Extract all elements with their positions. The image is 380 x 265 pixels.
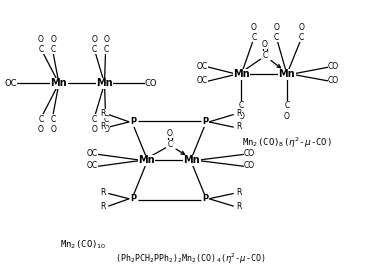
Text: CO: CO — [244, 149, 255, 158]
Text: O: O — [238, 112, 244, 121]
Text: C: C — [51, 45, 56, 54]
Text: CO: CO — [244, 161, 255, 170]
Text: O: O — [38, 125, 44, 134]
Text: OC: OC — [196, 76, 208, 85]
Text: C: C — [38, 45, 44, 54]
Text: R: R — [236, 202, 241, 211]
Text: C: C — [92, 45, 97, 54]
Text: P: P — [130, 117, 136, 126]
Text: C: C — [51, 115, 56, 124]
Text: CO: CO — [145, 79, 157, 88]
Text: CO: CO — [328, 62, 339, 71]
Text: R: R — [101, 122, 106, 131]
Text: OC: OC — [87, 161, 98, 170]
Text: C: C — [167, 140, 173, 149]
Text: P: P — [202, 117, 208, 126]
Text: C: C — [251, 33, 256, 42]
Text: OC: OC — [196, 62, 208, 71]
Text: C: C — [38, 115, 44, 124]
Text: P: P — [202, 194, 208, 203]
Text: Mn: Mn — [279, 69, 295, 79]
Text: Mn: Mn — [138, 155, 155, 165]
Text: Mn: Mn — [51, 78, 67, 89]
Text: O: O — [103, 35, 109, 44]
Text: O: O — [50, 35, 56, 44]
Text: R: R — [101, 202, 106, 211]
Text: (Ph$_2$PCH$_2$PPh$_2$)$_2$Mn$_2$(CO)$_4$($\eta^2$-$\mu$-CO): (Ph$_2$PCH$_2$PPh$_2$)$_2$Mn$_2$(CO)$_4$… — [115, 251, 265, 265]
Text: C: C — [239, 101, 244, 111]
Text: R: R — [236, 109, 241, 118]
Text: O: O — [274, 23, 280, 32]
Text: O: O — [262, 40, 268, 49]
Text: C: C — [92, 115, 97, 124]
Text: O: O — [50, 125, 56, 134]
Text: O: O — [298, 23, 304, 32]
Text: Mn$_2$(CO)$_{10}$: Mn$_2$(CO)$_{10}$ — [60, 239, 107, 251]
Text: C: C — [104, 115, 109, 124]
Text: O: O — [103, 125, 109, 134]
Text: R: R — [101, 109, 106, 118]
Text: O: O — [91, 125, 97, 134]
Text: O: O — [284, 112, 290, 121]
Text: Mn: Mn — [96, 78, 113, 89]
Text: Mn$_2$(CO)$_8$($\eta^2$-$\mu$-CO): Mn$_2$(CO)$_8$($\eta^2$-$\mu$-CO) — [242, 136, 332, 150]
Text: OC: OC — [87, 149, 98, 158]
Text: C: C — [299, 33, 304, 42]
Text: O: O — [38, 35, 44, 44]
Text: C: C — [274, 33, 279, 42]
Text: Mn: Mn — [184, 155, 200, 165]
Text: R: R — [236, 188, 241, 197]
Text: R: R — [236, 122, 241, 131]
Text: C: C — [104, 45, 109, 54]
Text: CO: CO — [328, 76, 339, 85]
Text: O: O — [167, 129, 173, 138]
Text: C: C — [262, 51, 268, 60]
Text: OC: OC — [4, 79, 16, 88]
Text: P: P — [130, 194, 136, 203]
Text: R: R — [101, 188, 106, 197]
Text: Mn: Mn — [233, 69, 250, 79]
Text: C: C — [284, 101, 290, 111]
Text: O: O — [251, 23, 257, 32]
Text: O: O — [91, 35, 97, 44]
